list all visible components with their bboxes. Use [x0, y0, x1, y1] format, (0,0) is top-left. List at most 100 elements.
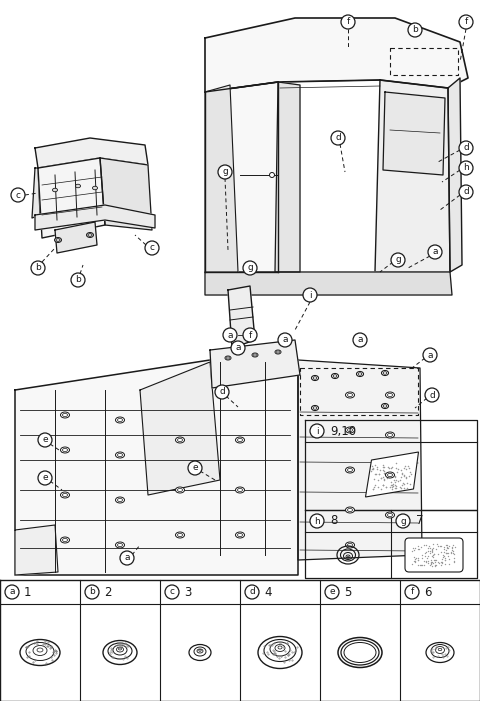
Circle shape — [459, 161, 473, 175]
Point — [377, 472, 384, 484]
Ellipse shape — [385, 472, 395, 478]
Circle shape — [71, 273, 85, 287]
Text: g: g — [222, 168, 228, 177]
Circle shape — [405, 585, 419, 599]
Point — [433, 538, 441, 550]
Ellipse shape — [269, 172, 275, 177]
Text: d: d — [219, 388, 225, 397]
Text: e: e — [192, 463, 198, 472]
Point — [387, 476, 395, 487]
Point — [378, 484, 385, 495]
Point — [441, 554, 448, 566]
Circle shape — [396, 514, 410, 528]
Circle shape — [188, 461, 202, 475]
Point — [388, 461, 396, 472]
Point — [445, 553, 453, 564]
Circle shape — [408, 23, 422, 37]
Text: d: d — [463, 187, 469, 196]
Text: f: f — [464, 18, 468, 27]
Point — [367, 465, 375, 477]
Point — [390, 475, 397, 486]
Ellipse shape — [60, 447, 70, 453]
Text: 9,10: 9,10 — [330, 425, 356, 437]
Polygon shape — [448, 78, 462, 272]
Circle shape — [353, 333, 367, 347]
Text: a: a — [124, 554, 130, 562]
Point — [383, 472, 391, 483]
Point — [440, 541, 447, 552]
Ellipse shape — [357, 372, 363, 376]
Point — [416, 544, 423, 555]
Point — [369, 484, 377, 495]
Point — [370, 482, 377, 493]
Text: f: f — [347, 18, 349, 27]
Point — [437, 557, 445, 568]
Point — [381, 468, 389, 479]
Circle shape — [145, 241, 159, 255]
Point — [432, 543, 440, 554]
Point — [373, 463, 381, 475]
Circle shape — [331, 131, 345, 145]
Point — [426, 545, 434, 557]
Text: 5: 5 — [344, 585, 351, 599]
Circle shape — [391, 253, 405, 267]
Point — [428, 557, 435, 568]
Point — [432, 559, 440, 571]
Ellipse shape — [275, 350, 281, 354]
Point — [408, 559, 416, 570]
Polygon shape — [15, 525, 58, 575]
Ellipse shape — [385, 512, 395, 518]
Circle shape — [245, 585, 259, 599]
Point — [450, 549, 458, 560]
Point — [427, 543, 434, 554]
Point — [416, 560, 424, 571]
Point — [410, 544, 418, 555]
Polygon shape — [100, 158, 152, 230]
Point — [384, 461, 392, 472]
Ellipse shape — [176, 437, 184, 443]
Text: a: a — [432, 247, 438, 257]
Point — [374, 481, 382, 492]
Point — [449, 539, 457, 550]
Ellipse shape — [312, 376, 319, 381]
Point — [369, 463, 376, 474]
Polygon shape — [205, 18, 468, 92]
Point — [415, 544, 422, 555]
Text: b: b — [89, 587, 95, 597]
Ellipse shape — [346, 507, 355, 513]
Point — [434, 540, 442, 552]
Point — [429, 542, 437, 553]
Circle shape — [459, 15, 473, 29]
Text: i: i — [316, 426, 318, 435]
Point — [371, 459, 378, 470]
Point — [430, 550, 437, 561]
Point — [391, 482, 399, 494]
Point — [380, 474, 388, 485]
Point — [404, 460, 411, 471]
Point — [442, 547, 450, 559]
Point — [381, 468, 389, 479]
Point — [380, 461, 388, 472]
Point — [450, 547, 457, 559]
Point — [406, 466, 414, 477]
Point — [407, 469, 414, 480]
Circle shape — [165, 585, 179, 599]
Point — [382, 469, 389, 480]
Text: 4: 4 — [264, 585, 272, 599]
Point — [422, 555, 430, 566]
Circle shape — [459, 185, 473, 199]
Point — [410, 551, 418, 562]
Point — [422, 546, 430, 557]
Point — [435, 557, 443, 569]
Ellipse shape — [332, 374, 338, 379]
Point — [369, 464, 376, 475]
Point — [444, 539, 451, 550]
Ellipse shape — [116, 497, 124, 503]
Point — [405, 462, 413, 473]
Text: d: d — [463, 144, 469, 153]
Ellipse shape — [116, 452, 124, 458]
Point — [418, 559, 426, 571]
Point — [392, 458, 400, 469]
Point — [445, 540, 453, 552]
Point — [400, 470, 408, 481]
